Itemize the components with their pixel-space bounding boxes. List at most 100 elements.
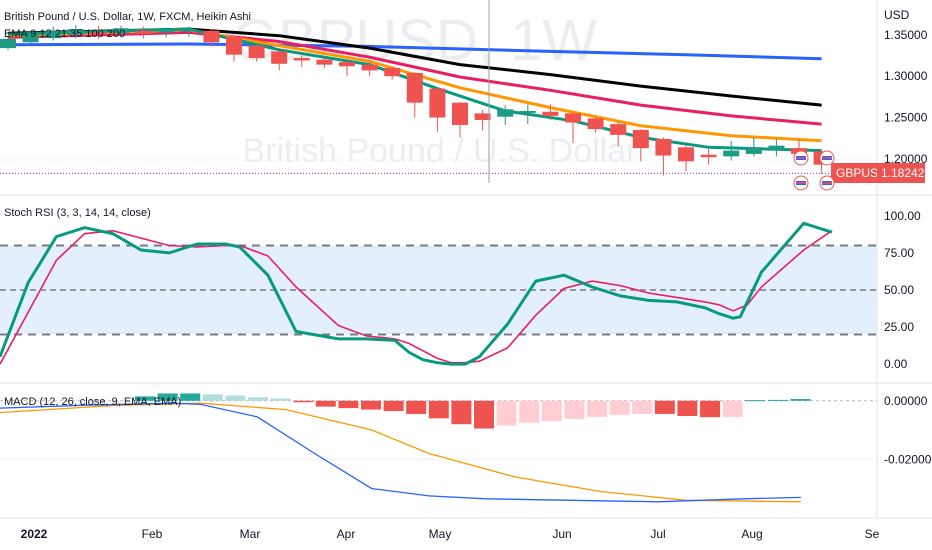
candle-body[interactable] xyxy=(429,88,446,118)
chart-title: British Pound / U.S. Dollar, 1W, FXCM, H… xyxy=(4,11,251,23)
uk-us-flag-icon[interactable] xyxy=(819,175,835,191)
macd-histogram-bar xyxy=(361,400,381,410)
candle-body[interactable] xyxy=(203,30,220,43)
macd-histogram-bar xyxy=(700,400,720,418)
macd-histogram-bar xyxy=(225,395,246,401)
stoch-tick-label: 50.00 xyxy=(884,283,914,297)
macd-histogram-bar xyxy=(541,400,562,422)
time-axis-label: Jun xyxy=(552,527,571,541)
time-axis-label: Aug xyxy=(741,527,762,541)
time-axis-label: Jul xyxy=(650,527,665,541)
macd-pane[interactable] xyxy=(0,393,877,503)
macd-histogram-bar xyxy=(677,400,698,416)
current-price-bg xyxy=(831,163,887,183)
candle-body[interactable] xyxy=(723,150,740,157)
macd-histogram-bar xyxy=(790,399,811,401)
candle-body[interactable] xyxy=(678,147,694,162)
candle-body[interactable] xyxy=(519,110,536,113)
macd-title: MACD (12, 26, close, 9, EMA, EMA) xyxy=(4,396,181,408)
current-price-label: GBPUSD 1.18242 xyxy=(831,163,925,183)
macd-tick-label: 0.00000 xyxy=(884,394,928,408)
uk-us-flag-icon[interactable] xyxy=(793,175,809,191)
candle-body[interactable] xyxy=(271,51,288,64)
candle-body[interactable] xyxy=(745,147,762,154)
candle-body[interactable] xyxy=(452,102,468,125)
macd-histogram-bar xyxy=(587,400,607,417)
macd-histogram-bar xyxy=(293,400,314,403)
macd-signal-line xyxy=(0,402,801,503)
macd-histogram-bar xyxy=(315,400,336,407)
macd-histogram-bar xyxy=(180,393,201,401)
time-axis[interactable]: 2022 Feb Mar Apr May Jun Jul Aug Se xyxy=(21,527,880,541)
candle-body[interactable] xyxy=(587,118,604,130)
macd-histogram-bar xyxy=(202,394,223,401)
stoch-axis[interactable]: 100.00 75.00 50.00 25.00 0.00 xyxy=(884,209,921,371)
candle-body[interactable] xyxy=(293,58,310,61)
candle-body[interactable] xyxy=(655,139,672,156)
current-price-value: 1.18242 xyxy=(881,166,925,180)
macd-histogram-bar xyxy=(609,400,630,415)
price-pane[interactable] xyxy=(0,24,877,176)
candle-body[interactable] xyxy=(768,145,785,151)
macd-histogram-bar xyxy=(474,400,494,429)
current-symbol: GBPUSD xyxy=(836,166,887,180)
stoch-tick-label: 0.00 xyxy=(884,357,908,371)
candle-body[interactable] xyxy=(226,36,242,55)
watermark-name: British Pound / U.S. Dollar xyxy=(243,132,638,170)
candle-body[interactable] xyxy=(113,28,129,34)
candle-body[interactable] xyxy=(158,29,175,33)
candle-body[interactable] xyxy=(474,113,491,121)
macd-histogram-bar xyxy=(654,400,675,414)
candle-body[interactable] xyxy=(45,30,62,39)
candle-body[interactable] xyxy=(248,45,265,59)
macd-histogram-bar xyxy=(248,397,268,401)
time-axis-label: Feb xyxy=(142,527,163,541)
ema-line xyxy=(7,42,822,61)
macd-histogram-bar xyxy=(767,399,788,401)
macd-histogram-bar xyxy=(383,400,404,412)
macd-histogram-bar xyxy=(451,400,472,425)
macd-histogram-bar xyxy=(157,393,178,401)
candle-body[interactable] xyxy=(542,111,559,116)
candle-body[interactable] xyxy=(384,67,401,77)
candle-body[interactable] xyxy=(497,109,514,117)
candle-body[interactable] xyxy=(339,62,355,67)
candle-body[interactable] xyxy=(180,29,197,32)
stoch-d-line xyxy=(0,229,833,365)
stoch-title: Stoch RSI (3, 3, 14, 14, close) xyxy=(4,207,151,219)
macd-histogram-bar xyxy=(135,396,155,401)
candle-body[interactable] xyxy=(361,64,378,71)
stoch-tick-label: 25.00 xyxy=(884,320,914,334)
candle-body[interactable] xyxy=(700,154,717,158)
stoch-rsi-pane[interactable] xyxy=(0,221,877,366)
candle-body[interactable] xyxy=(135,30,152,35)
macd-histogram-bar xyxy=(406,400,427,414)
macd-histogram-bar xyxy=(722,400,743,417)
candle-body[interactable] xyxy=(90,32,107,35)
candle-body[interactable] xyxy=(316,59,333,65)
candle-body[interactable] xyxy=(565,113,581,123)
price-axis[interactable]: 1.35000 1.30000 1.25000 1.20000 xyxy=(884,28,928,166)
price-tick-label: 1.30000 xyxy=(884,69,928,83)
macd-histogram-bar xyxy=(428,400,449,419)
macd-histogram-bar xyxy=(564,400,585,419)
macd-histogram-bar xyxy=(632,400,653,414)
candle-body[interactable] xyxy=(632,129,649,149)
uk-us-flag-icon[interactable] xyxy=(819,150,835,166)
stoch-tick-label: 100.00 xyxy=(884,209,921,223)
flag-icons[interactable] xyxy=(793,150,835,191)
candle-body[interactable] xyxy=(0,39,16,49)
candle-body[interactable] xyxy=(22,34,39,43)
time-axis-label: May xyxy=(429,527,452,541)
stoch-k-line xyxy=(0,221,833,366)
ema-legend: EMA 9 12 21 35 100 200 xyxy=(4,28,125,40)
uk-us-flag-icon[interactable] xyxy=(793,150,809,166)
candle-body[interactable] xyxy=(610,124,627,135)
time-axis-label: Se xyxy=(865,527,880,541)
candle-body[interactable] xyxy=(406,72,423,103)
macd-axis[interactable]: 0.00000 -0.02000 xyxy=(884,394,932,467)
candle-body[interactable] xyxy=(67,29,84,35)
price-tick-label: 1.20000 xyxy=(884,152,928,166)
macd-tick-label: -0.02000 xyxy=(884,452,932,466)
